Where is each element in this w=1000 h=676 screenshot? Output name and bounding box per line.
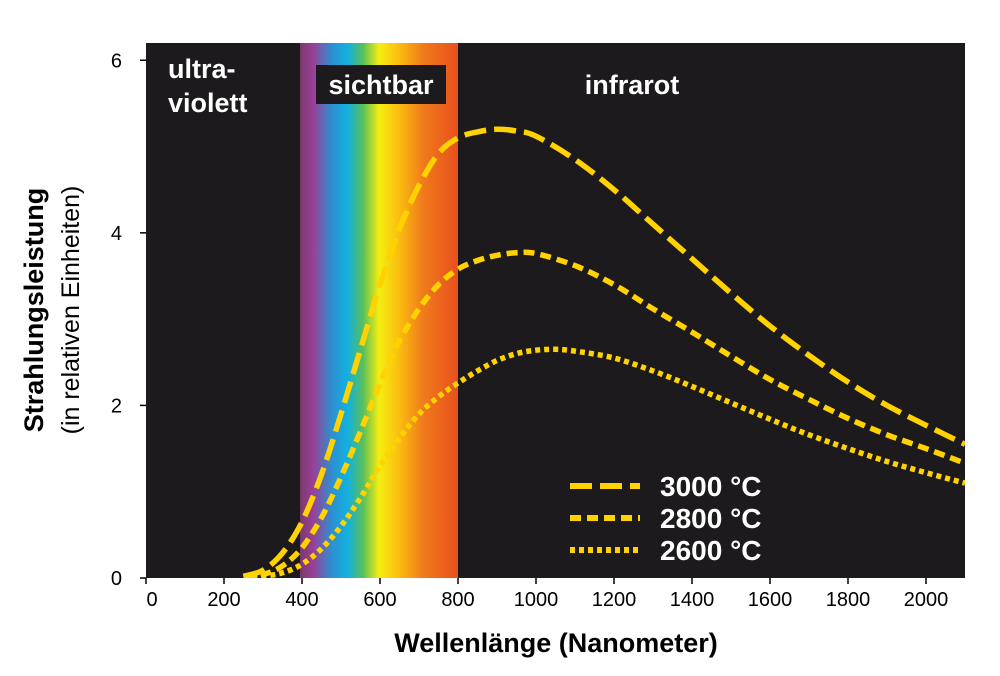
y-tick-label: 6 — [111, 50, 122, 72]
x-tick-label: 1000 — [514, 589, 559, 611]
x-tick-label: 1400 — [670, 589, 715, 611]
region-label-visible: sichtbar — [328, 70, 434, 100]
region-label-infrared: infrarot — [585, 70, 680, 100]
y-axis-subtitle: (in relativen Einheiten) — [57, 186, 85, 435]
axis-ticks: 0 200 400 600 800 1000 1200 1400 1600 1800 2000 0 2 4… — [111, 50, 948, 611]
plot-background — [146, 43, 965, 578]
region-label-ultraviolet: ultra-violett — [168, 54, 248, 118]
legend-label: 3000 °C — [660, 471, 762, 502]
series-line-3000 — [242, 126, 965, 578]
x-tick-label: 600 — [363, 589, 396, 611]
x-tick-label: 1800 — [826, 589, 871, 611]
x-tick-label: 800 — [441, 589, 474, 611]
y-tick-label: 2 — [111, 395, 122, 417]
region-label-visible-background — [316, 65, 446, 104]
visible-spectrum-band — [300, 43, 458, 578]
x-tick-label: 200 — [207, 589, 240, 611]
x-tick-label: 1600 — [748, 589, 793, 611]
x-tick-label: 0 — [146, 589, 157, 611]
curves-group — [242, 126, 965, 578]
x-tick-label: 1200 — [592, 589, 637, 611]
x-axis-title: Wellenlänge (Nanometer) — [394, 628, 718, 658]
x-tick-label: 2000 — [904, 589, 949, 611]
legend-label: 2600 °C — [660, 535, 762, 566]
series-line-2800 — [243, 249, 965, 578]
y-axis-title: Strahlungsleistung — [19, 188, 49, 433]
y-tick-label: 4 — [111, 223, 122, 245]
series-line-2600 — [243, 346, 965, 578]
legend-label: 2800 °C — [660, 503, 762, 534]
x-tick-label: 400 — [285, 589, 318, 611]
y-tick-label: 0 — [111, 568, 122, 590]
